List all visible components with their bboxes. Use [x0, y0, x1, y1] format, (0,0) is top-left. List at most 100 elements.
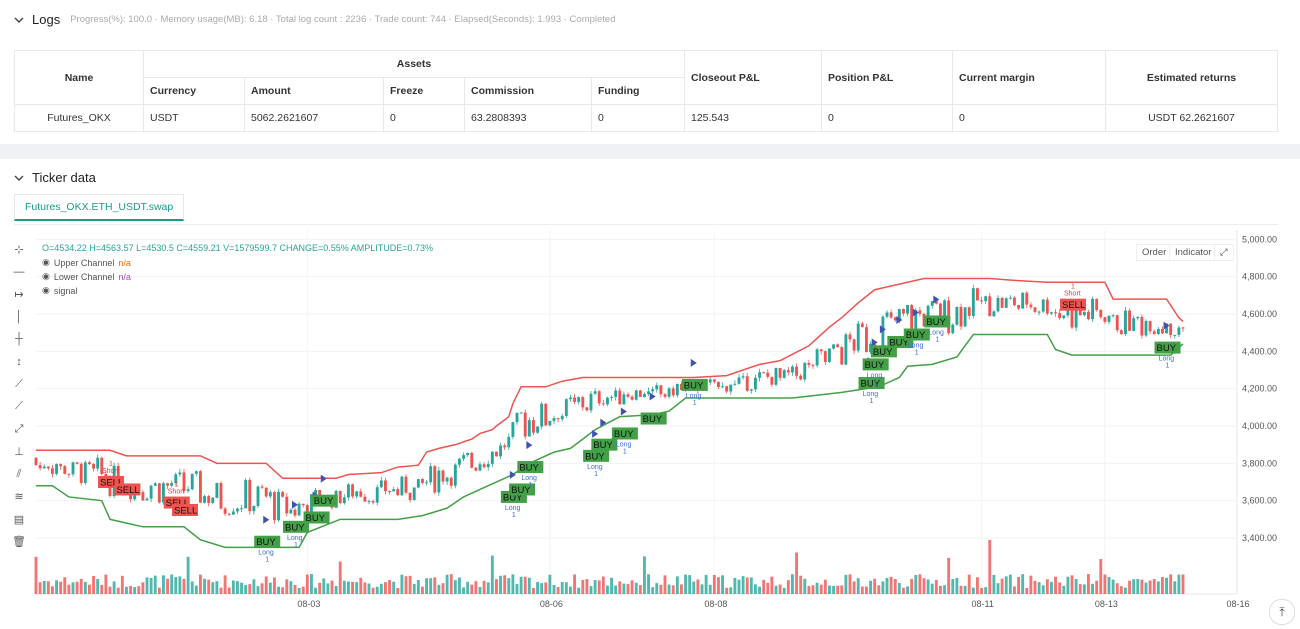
candle-body — [832, 344, 835, 349]
candle-body — [647, 391, 650, 394]
ray-icon[interactable]: ⟋ — [15, 400, 23, 412]
signal-badge — [903, 328, 930, 341]
parallel-channel-icon[interactable]: ⫽ — [16, 467, 22, 480]
chevron-down-icon[interactable] — [14, 173, 24, 183]
candle-body — [918, 310, 922, 314]
volume-bar — [869, 580, 872, 594]
cross-line-icon[interactable]: ┼ — [15, 333, 23, 345]
indicator-button[interactable]: Indicator — [1169, 244, 1218, 261]
vertical-range-icon[interactable]: ↕ — [16, 355, 22, 368]
ticker-header[interactable]: Ticker data — [14, 170, 96, 185]
volume-bar — [351, 581, 354, 594]
logs-header[interactable]: Logs Progress(%): 100.0 · Memory usage(M… — [14, 12, 616, 27]
legend-upper[interactable]: ◉ Upper Channel n/a — [42, 257, 131, 268]
volume-bar — [606, 585, 609, 594]
volume-bar — [371, 587, 375, 594]
extended-line-icon[interactable]: ⤢ — [14, 422, 24, 435]
volume-bar — [388, 579, 391, 594]
candle-body — [939, 303, 942, 318]
volume-bar — [293, 584, 297, 594]
volume-bar — [774, 585, 778, 594]
signal-badge — [172, 504, 198, 516]
fullscreen-icon[interactable]: ⤢ — [1214, 244, 1234, 261]
volume-bar — [219, 587, 223, 594]
candle-body — [885, 312, 889, 317]
candle-body — [38, 465, 42, 469]
volume-bar — [162, 575, 165, 594]
legend-signal[interactable]: ◉ signal — [42, 285, 77, 296]
horizontal-ray-icon[interactable]: ↦ — [14, 288, 24, 301]
signal-label: BUY — [865, 360, 885, 371]
drawing-toolbar: ⊹ — ↦ │ ┼ ↕ ⟋ ⟋ ⤢ ⊥ ⫽ ≋ ▤ 🗑 — [10, 240, 30, 555]
volume-bar — [527, 577, 531, 594]
eye-icon[interactable]: ◉ — [42, 257, 50, 267]
tab-symbol[interactable]: Futures_OKX.ETH_USDT.swap — [14, 194, 185, 221]
scroll-top-button[interactable]: ⤒ — [1269, 599, 1295, 625]
volume-bar — [963, 585, 967, 594]
cell-closeout: 125.543 — [684, 104, 822, 132]
candle-body — [396, 489, 400, 496]
text-tool-icon[interactable]: ▤ — [13, 513, 25, 526]
volume-bar — [347, 581, 350, 594]
price-range-icon[interactable]: ⊥ — [14, 446, 24, 458]
candle-body — [1070, 308, 1074, 328]
volume-bar — [799, 575, 803, 594]
volume-bar — [129, 585, 132, 594]
volume-bar — [277, 586, 280, 594]
volume-bar — [379, 583, 383, 594]
candle-body — [293, 509, 297, 516]
volume-bar — [737, 579, 741, 594]
volume-bar — [1144, 582, 1148, 594]
legend-lower[interactable]: ◉ Lower Channel n/a — [42, 271, 131, 282]
volume-bar — [449, 574, 453, 594]
volume-bar — [157, 587, 161, 594]
volume-bar — [1087, 574, 1090, 594]
candle-body — [34, 457, 38, 466]
candle-body — [277, 491, 280, 521]
signal-label: BUY — [926, 317, 946, 328]
cell-funding: 0 — [591, 104, 685, 132]
candle-body — [1074, 304, 1078, 328]
vertical-line-icon[interactable]: │ — [15, 310, 23, 323]
candle-body — [1029, 304, 1033, 308]
volume-bar — [256, 586, 260, 594]
signal-badge — [583, 449, 610, 462]
candle-body — [712, 379, 716, 382]
candle-body — [770, 376, 774, 385]
candle-body — [634, 390, 638, 400]
delete-icon[interactable]: 🗑 — [12, 536, 26, 548]
candle-body — [614, 390, 618, 397]
legend-upper-value: n/a — [118, 257, 131, 268]
candle-body — [482, 464, 486, 468]
volume-bar — [273, 577, 276, 594]
eye-icon[interactable]: ◉ — [42, 271, 50, 281]
signal-label: BUY — [873, 347, 893, 358]
candle-body — [223, 508, 227, 514]
volume-bar — [914, 575, 918, 594]
candle-body — [729, 384, 733, 392]
candle-body — [597, 391, 601, 404]
trend-line-icon[interactable]: ⟋ — [15, 377, 23, 390]
crosshair-icon[interactable]: ⊹ — [14, 243, 24, 256]
candle-body — [190, 473, 194, 490]
volume-bar — [519, 576, 523, 594]
volume-bar — [1128, 580, 1131, 594]
horizontal-line-icon[interactable]: — — [13, 265, 25, 278]
volume-bar — [96, 579, 100, 594]
candle-body — [486, 463, 490, 468]
eye-icon[interactable]: ◉ — [42, 285, 50, 295]
candle-body — [1045, 299, 1049, 314]
fib-icon[interactable]: ≋ — [14, 491, 24, 503]
signal-badge — [114, 483, 141, 496]
volume-bar — [762, 579, 766, 594]
x-tick-label: 08-11 — [972, 599, 994, 609]
signal-count: 1 — [693, 400, 697, 407]
volume-bar — [971, 587, 975, 594]
order-button[interactable]: Order — [1136, 244, 1173, 261]
chevron-down-icon[interactable] — [14, 15, 24, 25]
candle-body — [404, 476, 408, 493]
volume-bar — [375, 586, 379, 594]
volume-bar — [1156, 581, 1160, 594]
volume-bar — [659, 584, 663, 594]
